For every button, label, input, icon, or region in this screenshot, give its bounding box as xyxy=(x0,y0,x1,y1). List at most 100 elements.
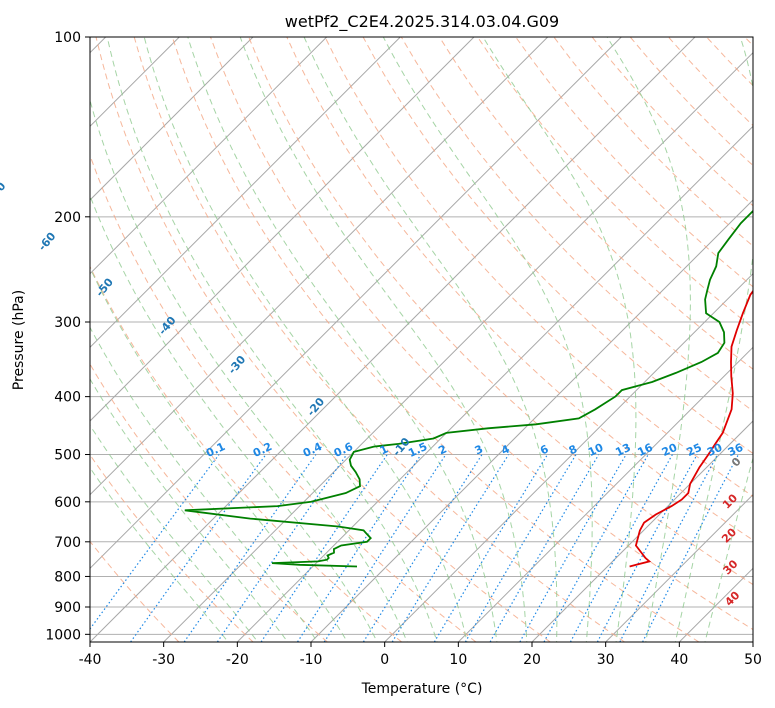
mixing-ratio-line xyxy=(296,454,422,642)
isotherm-40 xyxy=(678,567,753,642)
isotherm-50 xyxy=(752,641,753,642)
x-tick-label: -20 xyxy=(226,652,249,668)
y-axis-label: Pressure (hPa) xyxy=(11,290,27,390)
dry-adiabat xyxy=(744,37,753,47)
dry-adiabat xyxy=(438,37,753,370)
mixing-ratio-label: 30 xyxy=(705,441,725,459)
moist-adiabat xyxy=(90,98,408,642)
y-tick-label: 500 xyxy=(54,448,81,464)
mixing-ratio-line xyxy=(216,454,348,642)
x-tick-label: 30 xyxy=(597,652,615,668)
mixing-ratio-label: 36 xyxy=(726,441,746,459)
dry-adiabat-label: -50 xyxy=(93,275,116,299)
dry-adiabat xyxy=(248,37,753,586)
dry-adiabat xyxy=(133,37,625,642)
dry-adiabat-label: -20 xyxy=(304,395,327,419)
dry-adiabat xyxy=(706,37,753,87)
x-tick-label: 50 xyxy=(744,652,762,668)
y-tick-label: 800 xyxy=(54,569,81,585)
moist-adiabat xyxy=(90,424,259,642)
moist-adiabat xyxy=(143,37,468,642)
dry-adiabat xyxy=(95,37,551,642)
moist-adiabat xyxy=(303,37,558,642)
x-tick-label: -10 xyxy=(300,652,323,668)
chart-title: wetPf2_C2E4.2025.314.03.04.G09 xyxy=(285,12,559,32)
isotherm--100 xyxy=(90,37,254,201)
plot-frame xyxy=(89,36,754,643)
isotherm--80 xyxy=(90,37,401,349)
mixing-ratio-line xyxy=(130,454,267,642)
dry-adiabat xyxy=(90,363,328,642)
grid-layer xyxy=(90,37,753,642)
isotherm-10 xyxy=(457,346,753,642)
x-tick-label: -30 xyxy=(152,652,175,668)
isotherm-30 xyxy=(605,493,753,642)
mixing-ratio-label: 2 xyxy=(436,442,448,457)
mixing-ratio-label: 3 xyxy=(473,442,485,457)
dry-adiabat xyxy=(668,37,753,127)
x-axis-label: Temperature (°C) xyxy=(361,681,483,697)
moist-adiabat xyxy=(606,37,691,642)
mixing-ratio-label: 4 xyxy=(499,442,512,457)
moist-adiabat xyxy=(674,37,753,642)
x-tick-label: 10 xyxy=(449,652,467,668)
mixing-ratio-line xyxy=(519,454,627,642)
moist-adiabat xyxy=(90,326,319,642)
isotherm-label: 30 xyxy=(721,557,741,577)
isotherm--40 xyxy=(90,37,696,642)
mixing-ratio-label: 16 xyxy=(636,441,656,459)
dewpoint-profile xyxy=(184,209,753,568)
mixing-ratio-line xyxy=(489,454,600,642)
moist-adiabat xyxy=(187,37,498,642)
x-tick-label: 40 xyxy=(670,652,688,668)
mixing-ratio-line xyxy=(362,454,483,642)
dry-adiabat xyxy=(362,37,753,455)
series-layer xyxy=(184,209,753,568)
dry-adiabat xyxy=(90,453,254,642)
isotherm--50 xyxy=(90,37,622,570)
mixing-ratio-line xyxy=(464,454,577,642)
moist-adiabat xyxy=(90,467,229,642)
moist-adiabat xyxy=(239,37,528,642)
moist-adiabat xyxy=(90,378,289,642)
dry-adiabat xyxy=(286,37,753,541)
mixing-ratio-line xyxy=(323,454,447,642)
moist-adiabat xyxy=(482,37,637,642)
mixing-ratio-line xyxy=(596,454,698,642)
mixing-ratio-line xyxy=(183,454,317,642)
y-tick-label: 300 xyxy=(54,315,81,331)
mixing-ratio-label: 0.1 xyxy=(204,440,227,460)
isotherm-label: 0 xyxy=(729,455,744,470)
x-ticks: -40 -30 -20 -10 0 10 20 30 40 50 xyxy=(79,642,762,668)
dry-adiabat xyxy=(210,37,753,631)
moist-adiabat xyxy=(106,37,438,642)
y-tick-label: 100 xyxy=(54,30,81,46)
isotherm-20 xyxy=(531,420,753,642)
y-tick-label: 600 xyxy=(54,495,81,511)
dry-adiabat xyxy=(171,37,700,642)
isotherm--70 xyxy=(90,37,475,422)
mixing-ratio-label: 10 xyxy=(586,441,606,459)
isotherm-label: 10 xyxy=(720,491,740,511)
y-ticks: 100 200 300 400 500 600 700 800 900 1000 xyxy=(45,30,90,643)
y-tick-label: 700 xyxy=(54,535,81,551)
mixing-ratio-line xyxy=(569,454,673,642)
isotherm--90 xyxy=(90,37,328,275)
temperature-profile xyxy=(629,289,753,568)
dry-adiabat xyxy=(90,265,403,642)
x-tick-label: 0 xyxy=(380,652,389,668)
moist-adiabat xyxy=(382,37,593,642)
dry-adiabat xyxy=(515,37,753,288)
x-tick-label: 20 xyxy=(523,652,541,668)
dry-adiabat-label: -30 xyxy=(226,353,249,377)
y-tick-label: 400 xyxy=(54,390,81,406)
mixing-ratio-line xyxy=(433,454,549,642)
y-tick-label: 200 xyxy=(54,210,81,226)
dry-adiabat xyxy=(324,37,753,498)
dry-adiabat xyxy=(477,37,753,329)
y-tick-label: 1000 xyxy=(45,627,81,643)
dry-adiabat-label: -40 xyxy=(156,314,179,338)
dry-adiabat xyxy=(400,37,753,412)
dry-adiabat-label: -70 xyxy=(0,179,9,203)
